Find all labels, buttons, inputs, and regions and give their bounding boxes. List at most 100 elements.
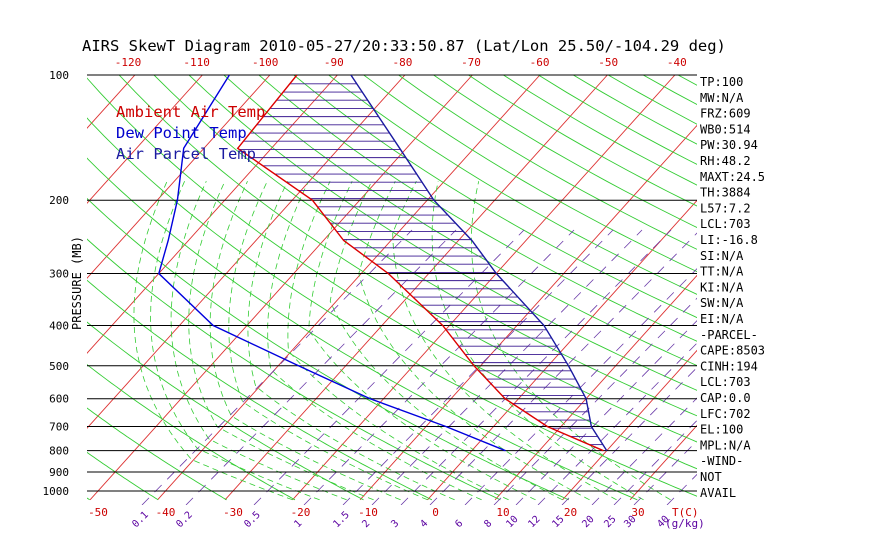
moist-adiabat [170, 181, 347, 501]
isotherm-line [89, 75, 473, 501]
mixing-ratio-tick: 20 [580, 514, 596, 530]
mixing-ratio-tick: 3 [389, 518, 401, 530]
mixing-ratio-tick: 0.1 [130, 510, 151, 531]
index-item: FRZ:609 [700, 107, 751, 121]
dry-adiabat [293, 75, 697, 319]
index-item: LCL:703 [700, 375, 751, 389]
bottom-temp-tick: 20 [564, 506, 577, 519]
dry-adiabat [223, 75, 697, 367]
top-temp-tick: -120 [115, 56, 142, 69]
legend-entry: Ambient Air Temp [116, 103, 265, 121]
index-item: TP:100 [700, 75, 743, 89]
dry-adiabat [87, 77, 697, 470]
cape-hatching [239, 83, 603, 446]
isotherm-line [157, 75, 541, 501]
top-temp-tick: -90 [324, 56, 344, 69]
ambient-temp-line [236, 75, 604, 452]
mixing-ratio-line [666, 473, 697, 505]
moist-adiabat [358, 181, 590, 501]
index-item: NOT [700, 470, 722, 484]
index-item: MAXT:24.5 [700, 170, 765, 184]
pressure-tick: 800 [49, 445, 69, 458]
isotherm-line [494, 274, 697, 501]
top-temp-tick: -60 [530, 56, 550, 69]
moist-adiabat [209, 181, 401, 501]
dry-adiabat [87, 117, 697, 497]
moist-adiabat [228, 181, 428, 501]
mixing-ratio-tick: 0.5 [242, 510, 263, 531]
dry-adiabat [0, 75, 21, 500]
mixing-ratio-line [253, 229, 525, 505]
moist-adiabat [133, 181, 293, 501]
isotherm-line [765, 75, 870, 500]
index-item: PW:30.94 [700, 138, 758, 152]
dry-adiabat [87, 321, 364, 501]
bottom-temp-tick: -30 [223, 506, 243, 519]
isotherm-line [562, 349, 697, 501]
isobars [87, 74, 697, 492]
bottom-temp-tick: -40 [156, 506, 176, 519]
mixing-ratio-line [185, 229, 457, 505]
mixing-ratio-line [537, 342, 697, 505]
isotherm-line [87, 75, 136, 129]
index-item: -WIND- [700, 454, 743, 468]
index-item: KI:N/A [700, 280, 744, 294]
dry-adiabat [258, 75, 697, 342]
top-temp-tick: -70 [461, 56, 481, 69]
bottom-temp-tick: -20 [291, 506, 311, 519]
index-item: MPL:N/A [700, 438, 751, 452]
index-item: TH:3884 [700, 186, 751, 200]
mixing-ratio-tick: 4 [418, 518, 430, 530]
mixing-ratio-tick: 8 [482, 518, 494, 530]
isotherm-line [87, 75, 271, 279]
dry-adiabat [87, 407, 227, 501]
moist-adiabat [329, 181, 563, 501]
index-item: LFC:702 [700, 407, 751, 421]
pressure-tick: 600 [49, 393, 69, 406]
moist-adiabat [470, 181, 671, 501]
isotherm-line [629, 424, 697, 501]
dry-adiabat [748, 75, 870, 500]
chart-title: AIRS SkewT Diagram 2010-05-27/20:33:50.8… [82, 37, 726, 55]
top-temp-tick: -100 [252, 56, 279, 69]
top-temp-tick: -80 [392, 56, 412, 69]
moist-adiabat [392, 181, 617, 501]
dry-adiabat [363, 75, 697, 273]
index-item: CAP:0.0 [700, 391, 751, 405]
index-item: MW:N/A [700, 91, 744, 105]
legend-entry: Dew Point Temp [116, 124, 247, 142]
parcel-temp-line [350, 75, 608, 452]
bottom-temp-tick: 0 [432, 506, 439, 519]
dry-adiabat [398, 75, 697, 250]
index-item: CAPE:8503 [700, 344, 765, 358]
grid-lines [0, 75, 870, 505]
legend-entry: Air Parcel Temp [116, 145, 256, 163]
pressure-tick: 100 [49, 69, 69, 82]
mixing-ratio-tick: 25 [602, 514, 618, 530]
mixing-ratio-line [371, 229, 643, 505]
mixing-ratio-tick: 1 [292, 518, 304, 530]
mixing-ratio-tick: 12 [526, 514, 542, 530]
isotherm-line [87, 75, 338, 354]
mixing-ratio-unit: (g/kg) [665, 517, 705, 530]
axis-labels: 0.1 0.2 0.5 1 1.5 2 3 4 6 8 10 12 15 20 25 30 4010020030… [43, 56, 705, 530]
index-item: SI:N/A [700, 249, 744, 263]
isotherm-line [0, 75, 67, 500]
dry-adiabat [118, 75, 697, 443]
isotherm-line [427, 199, 697, 501]
top-temp-tick: -110 [183, 56, 210, 69]
bottom-temp-unit: T(C) [672, 506, 699, 519]
moist-adiabat [431, 181, 644, 501]
index-item: -PARCEL- [700, 328, 758, 342]
mixing-ratio-tick: 1.5 [331, 510, 352, 531]
bottom-temp-tick: 30 [631, 506, 644, 519]
pressure-tick: 400 [49, 319, 69, 332]
isotherm-line [292, 75, 676, 501]
dry-adiabat [87, 238, 501, 501]
index-item: LCL:703 [700, 217, 751, 231]
isotherm-line [87, 75, 203, 204]
index-item: CINH:194 [700, 359, 758, 373]
index-item: LI:-16.8 [700, 233, 758, 247]
